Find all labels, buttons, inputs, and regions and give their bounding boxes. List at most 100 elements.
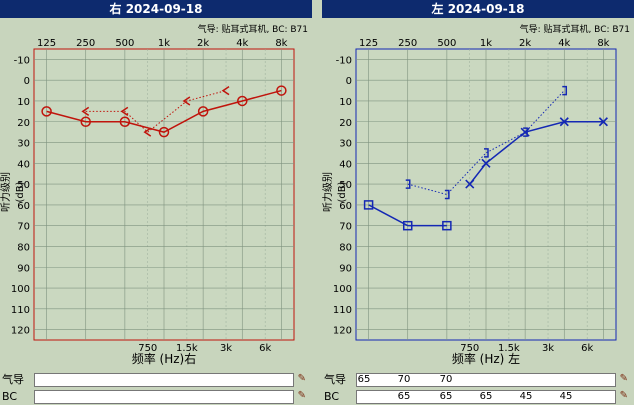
y-tick-label: 100 (11, 284, 30, 295)
data-point-circle (80, 116, 91, 127)
x-tick-label-top: 250 (398, 38, 417, 49)
x-tick-label-top: 8k (275, 38, 287, 49)
data-point-square (442, 220, 452, 231)
data-point-bc-bracket (143, 127, 152, 137)
x-tick-label-bottom: 1.5k (498, 343, 520, 354)
left-ear-threshold-table: 气导 65 70 70 ✎ BC 65 65 65 45 45 ✎ (322, 372, 634, 405)
left-bc-row: BC 65 65 65 45 45 ✎ (322, 389, 634, 405)
x-tick-label-bottom: 6k (581, 343, 593, 354)
pencil-icon[interactable]: ✎ (619, 390, 628, 401)
data-point-bc-bracket (484, 148, 489, 158)
x-tick-label-bottom: 3k (220, 343, 232, 354)
threshold-cell: 65 (479, 391, 493, 402)
y-tick-label: 50 (339, 180, 352, 191)
x-tick-label-top: 125 (37, 38, 56, 49)
y-tick-label: 100 (333, 284, 352, 295)
y-tick-label: 20 (17, 118, 30, 129)
right-ear-threshold-table: 气导 ✎ BC ✎ (0, 372, 312, 405)
data-point-square (402, 220, 413, 231)
data-point-bc-bracket (523, 127, 528, 137)
y-tick-label: 10 (17, 97, 30, 108)
data-point-bc-bracket (221, 85, 230, 96)
series-line (368, 204, 447, 227)
y-tick-label: 20 (339, 118, 352, 129)
threshold-cell: 45 (559, 391, 573, 402)
y-tick-label: -10 (14, 55, 30, 66)
ac-row-label: 气导 (324, 373, 346, 386)
y-tick-label: -10 (336, 55, 352, 66)
x-tick-label-top: 250 (76, 38, 95, 49)
x-tick-label-bottom: 6k (259, 343, 271, 354)
y-tick-label: 30 (17, 139, 30, 150)
data-point-circle (237, 95, 248, 107)
data-point-bc-bracket (182, 96, 191, 106)
y-tick-label: 50 (17, 180, 30, 191)
data-point-x (598, 117, 608, 127)
x-tick-label-bottom: 1.5k (176, 343, 198, 354)
right-bc-values[interactable] (34, 390, 294, 404)
data-point-x (559, 117, 569, 127)
y-tick-label: 80 (17, 242, 30, 253)
data-point-bc-bracket (444, 189, 450, 200)
x-axis-label: 频率 (Hz) 左 (452, 351, 520, 366)
x-tick-label-top: 500 (437, 38, 456, 49)
bc-row-label: BC (324, 390, 340, 403)
x-tick-label-bottom: 750 (460, 343, 479, 354)
pencil-icon[interactable]: ✎ (297, 373, 306, 384)
data-point-x (465, 179, 475, 189)
data-point-x (481, 158, 491, 168)
data-point-square (363, 200, 374, 210)
right-ac-values[interactable] (34, 373, 294, 387)
x-axis-label: 频率 (Hz)右 (132, 351, 197, 366)
left-ac-values[interactable]: 65 70 70 (356, 373, 616, 387)
left-ac-row: 气导 65 70 70 ✎ (322, 372, 634, 388)
left-ear-panel: 左 2024-09-18 气导: 贴耳式耳机, BC: B71 125 250 50… (322, 0, 634, 372)
y-tick-label: 110 (333, 305, 352, 316)
left-ear-audiogram: 125 250 500 1k 2k 4k 8k 750 1.5k 3k 6k -10 0 10 20 30 40… (333, 38, 617, 366)
x-tick-label-bottom: 750 (138, 343, 157, 354)
x-tick-label-top: 125 (359, 38, 378, 49)
threshold-cell: 65 (397, 391, 411, 402)
left-ear-subtitle: 气导: 贴耳式耳机, BC: B71 (519, 25, 630, 35)
data-point-bc-bracket (120, 106, 129, 116)
x-tick-label-bottom: 3k (542, 343, 554, 354)
pencil-icon[interactable]: ✎ (297, 390, 306, 401)
data-point-bc-bracket (405, 179, 411, 189)
data-point-bc-bracket (81, 106, 90, 116)
bc-row-label: BC (2, 390, 18, 403)
y-tick-label: 10 (339, 97, 352, 108)
threshold-cell: 70 (397, 374, 411, 385)
right-ear-subtitle: 气导: 贴耳式耳机, BC: B71 (197, 25, 308, 35)
y-tick-label: 0 (24, 76, 30, 87)
threshold-cell: 65 (357, 374, 371, 385)
left-bc-values[interactable]: 65 65 65 45 45 (356, 390, 616, 404)
y-tick-label: 110 (11, 305, 30, 316)
right-ear-audiogram: 125 250 500 1k 2k 4k 8k 750 1.5k 3k 6k -10 0 10 20 30 40… (11, 38, 295, 366)
x-tick-label-top: 8k (597, 38, 609, 49)
x-tick-label-top: 4k (558, 38, 570, 49)
data-point-circle (158, 126, 170, 138)
data-point-bc-bracket (562, 85, 568, 96)
y-tick-label: 60 (339, 201, 352, 212)
data-point-circle (41, 106, 52, 117)
x-tick-label-top: 2k (197, 38, 209, 49)
y-tick-label: 40 (339, 159, 352, 170)
pencil-icon[interactable]: ✎ (619, 373, 628, 384)
data-point-circle (276, 85, 287, 96)
left-ear-y-label: 听力级别 (dB) (323, 172, 348, 212)
y-tick-label: 0 (346, 76, 352, 87)
y-tick-label: 120 (11, 326, 30, 337)
right-ac-row: 气导 ✎ (0, 372, 312, 388)
series-line (85, 90, 227, 133)
series-line (46, 89, 282, 133)
y-tick-label: 70 (339, 222, 352, 233)
data-point-circle (197, 106, 209, 117)
y-tick-label: 90 (17, 263, 30, 274)
x-tick-label-top: 1k (158, 38, 170, 49)
y-tick-label: 120 (333, 326, 352, 337)
right-ear-header: 右 2024-09-18 (0, 0, 312, 18)
right-bc-row: BC ✎ (0, 389, 312, 405)
x-tick-label-top: 500 (115, 38, 134, 49)
left-ear-header: 左 2024-09-18 (322, 0, 634, 18)
x-tick-label-top: 4k (236, 38, 248, 49)
